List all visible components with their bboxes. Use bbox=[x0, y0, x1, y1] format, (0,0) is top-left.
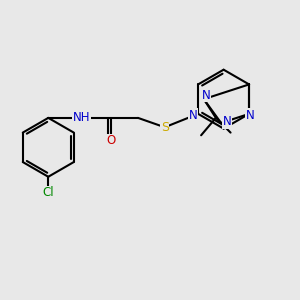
Text: Cl: Cl bbox=[43, 186, 54, 199]
Text: N: N bbox=[202, 88, 210, 102]
Text: N: N bbox=[246, 109, 255, 122]
Text: N: N bbox=[189, 109, 198, 122]
Text: NH: NH bbox=[73, 111, 91, 124]
Text: N: N bbox=[223, 115, 231, 128]
Text: S: S bbox=[161, 121, 169, 134]
Text: O: O bbox=[106, 134, 116, 147]
